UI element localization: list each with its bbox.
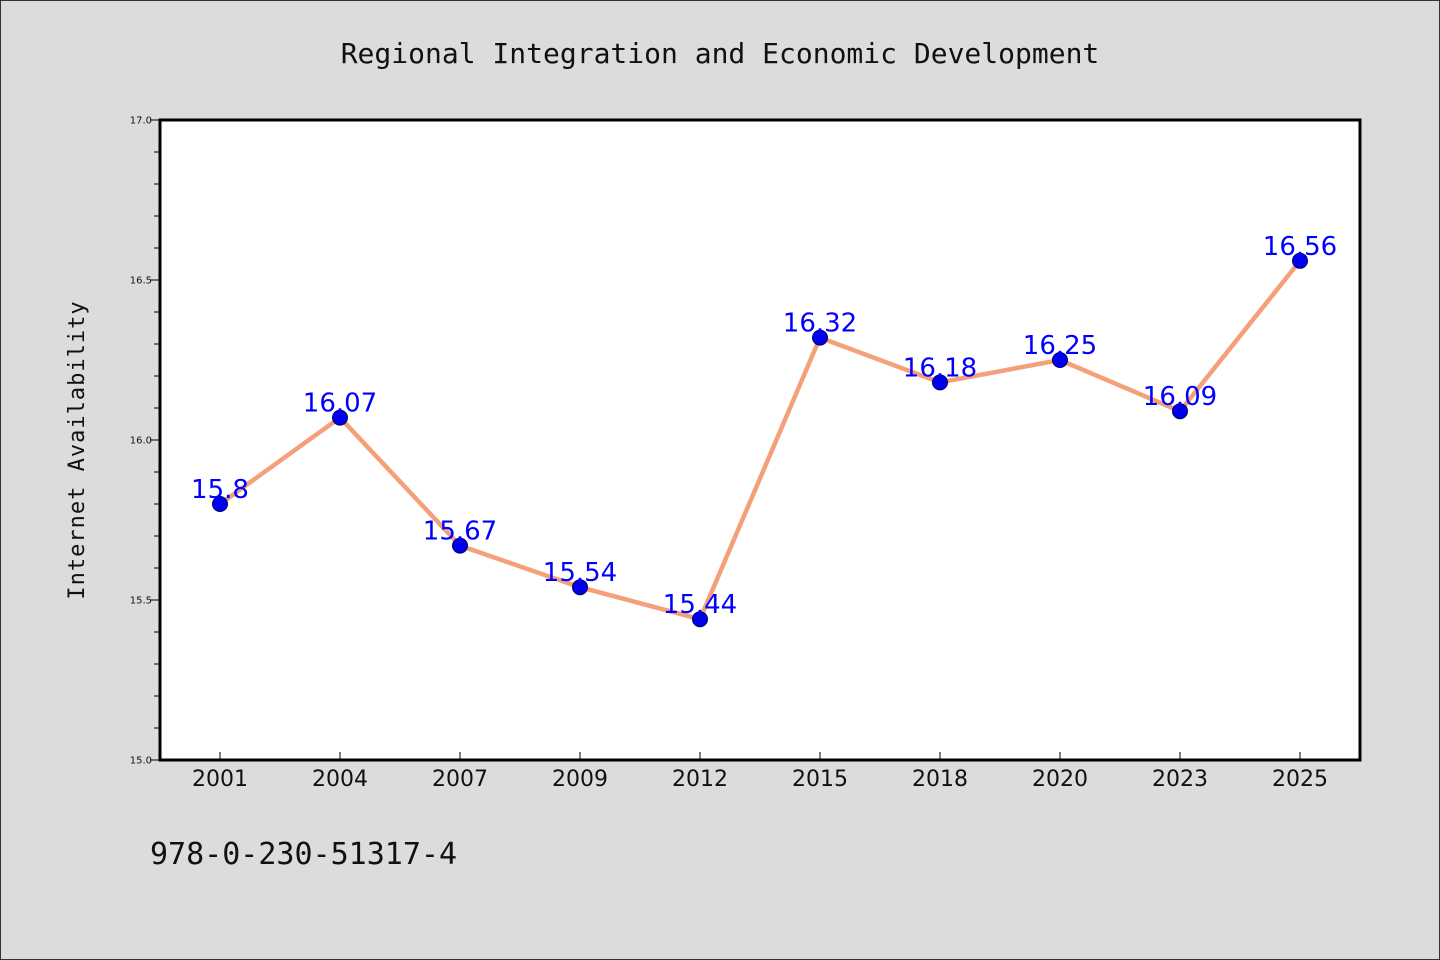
series-line bbox=[217, 258, 1303, 622]
data-label: 15.8 bbox=[191, 475, 249, 505]
data-label: 16.25 bbox=[1023, 331, 1097, 361]
data-point bbox=[452, 537, 468, 554]
data-label: 15.54 bbox=[543, 558, 617, 588]
x-tick-label: 2018 bbox=[912, 767, 968, 792]
data-points bbox=[212, 252, 1308, 628]
data-label: 16.09 bbox=[1143, 382, 1217, 412]
x-tick-label: 2015 bbox=[792, 767, 848, 792]
footer-isbn: 978-0-230-51317-4 bbox=[150, 837, 457, 872]
y-tick-label: 15.0 bbox=[130, 756, 152, 767]
data-label: 15.44 bbox=[663, 590, 737, 620]
x-tick-label: 2023 bbox=[1152, 767, 1208, 792]
data-point bbox=[1172, 403, 1188, 420]
data-point bbox=[212, 496, 228, 512]
data-point bbox=[1292, 252, 1308, 269]
data-point bbox=[932, 374, 948, 391]
series-line-group bbox=[217, 258, 1303, 622]
x-tick-label: 2007 bbox=[432, 767, 488, 792]
data-label: 15.67 bbox=[423, 517, 497, 547]
y-tick-label: 16.0 bbox=[130, 436, 152, 447]
data-labels: 15.8 16.07 15.67 15.54 15.44 16.32 16.18 16.25 1… bbox=[191, 232, 1337, 620]
data-label: 16.56 bbox=[1263, 232, 1337, 262]
data-point bbox=[572, 579, 588, 596]
data-point bbox=[1052, 352, 1068, 368]
x-tick-label: 2020 bbox=[1032, 767, 1088, 792]
y-tick-label: 15.5 bbox=[130, 596, 152, 607]
x-tick-label: 2001 bbox=[192, 767, 248, 792]
data-point bbox=[332, 409, 348, 426]
data-point bbox=[812, 329, 828, 346]
y-tick-label: 17.0 bbox=[130, 116, 152, 127]
x-tick-label: 2009 bbox=[552, 767, 608, 792]
data-label: 16.32 bbox=[783, 309, 857, 339]
plot-area bbox=[158, 118, 1362, 762]
data-point bbox=[692, 611, 708, 628]
data-label: 16.18 bbox=[903, 353, 977, 383]
axes: 15.0 15.5 16.0 16.5 17.0 2001 2004 2007 2009 2012… bbox=[130, 116, 1328, 793]
y-tick-label: 16.5 bbox=[130, 276, 152, 287]
y-axis-label: Internet Availability bbox=[65, 300, 90, 599]
data-label: 16.07 bbox=[303, 389, 377, 419]
x-tick-label: 2012 bbox=[672, 767, 728, 792]
chart-title: Regional Integration and Economic Develo… bbox=[341, 37, 1100, 70]
x-tick-label: 2025 bbox=[1272, 767, 1328, 792]
x-tick-label: 2004 bbox=[312, 767, 368, 792]
